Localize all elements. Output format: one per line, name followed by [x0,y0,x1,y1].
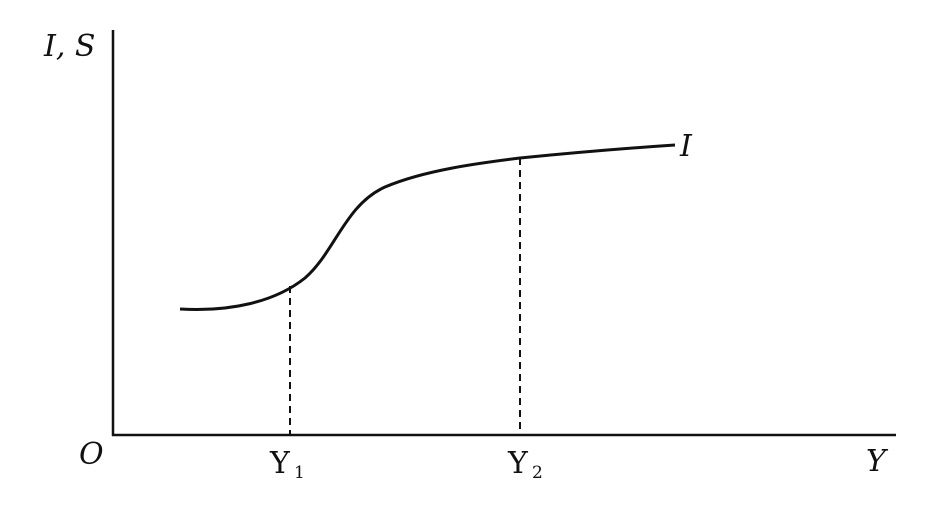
y-axis-label: I, S [43,29,95,64]
x-axis-label: Y [866,444,889,479]
investment-curve [179,143,676,311]
y2-marker-label: Y 2 [507,446,543,483]
y1-marker-label: Y 1 [269,446,305,483]
curve-label: I [679,129,693,164]
y2-label: Y [507,446,529,481]
y1-label: Y [269,446,291,481]
y2-subscript: 2 [532,463,543,483]
y1-subscript: 1 [294,463,305,483]
origin-label: O [79,437,104,472]
